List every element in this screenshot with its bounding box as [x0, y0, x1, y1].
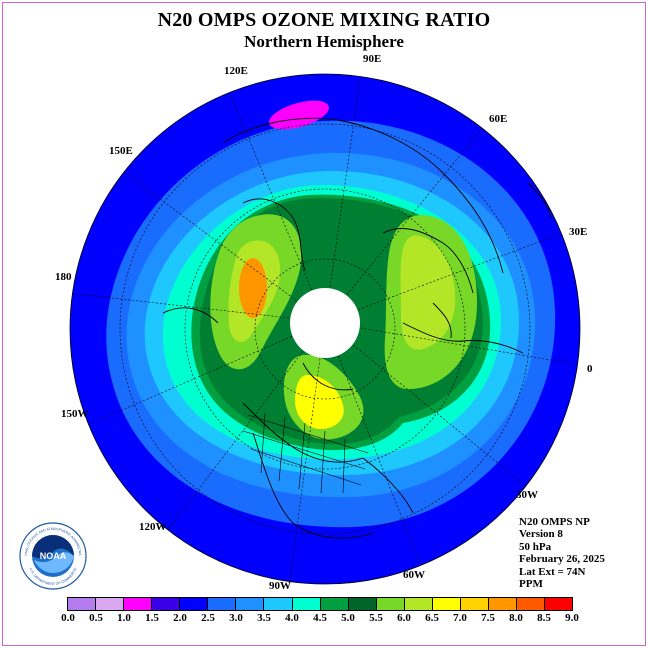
colorbar-swatch: [348, 598, 377, 610]
lon-label-150e: 150E: [109, 145, 133, 157]
colorbar-swatch: [96, 598, 125, 610]
info-lat-ext: Lat Ext = 74N: [519, 565, 586, 578]
colorbar-tick-label: 8.5: [537, 612, 551, 624]
meridian-line: [88, 336, 292, 425]
colorbar-swatch: [517, 598, 546, 610]
colorbar-swatch: [208, 598, 237, 610]
colorbar-tick-label: 5.5: [369, 612, 383, 624]
ozone-core-america: [295, 375, 344, 429]
colorbar-swatch: [460, 598, 489, 610]
coastlines: [162, 117, 552, 539]
lon-label-90w: 90W: [269, 580, 291, 592]
figure-subtitle: Northern Hemisphere: [244, 32, 404, 51]
latitude-circle: [254, 258, 396, 400]
lon-label-120e: 120E: [224, 65, 248, 77]
colorbar-tick-label: 1.0: [117, 612, 131, 624]
info-units: PPM: [519, 578, 543, 591]
colorbar-tick-label: 9.0: [565, 612, 579, 624]
colorbar-tick-label: 0.0: [61, 612, 75, 624]
colorbar-swatch: [488, 598, 517, 610]
meridian-line: [358, 233, 562, 310]
noaa-logo: NOAA NATIONAL OCEANIC AND ATMOSPHERIC AD…: [19, 522, 87, 590]
lon-label-30w: 30W: [516, 489, 538, 501]
latitude-circle: [119, 123, 531, 535]
lon-label-180: 180: [55, 271, 72, 283]
colorbar-tick-label: 7.0: [453, 612, 467, 624]
lon-label-120w: 120W: [139, 521, 167, 533]
latitude-circle: [184, 188, 466, 470]
colorbar-swatch: [152, 598, 181, 610]
colorbar-tick-label: 8.0: [509, 612, 523, 624]
figure-title: N20 OMPS OZONE MIXING RATIO: [157, 9, 491, 31]
colorbar-tick-label: 3.5: [257, 612, 271, 624]
ozone-core-europe: [400, 235, 456, 350]
colorbar-tick-label: 6.0: [397, 612, 411, 624]
polar-map: [69, 73, 581, 585]
colorbar-swatch: [68, 598, 97, 610]
ozone-min-patch: [269, 100, 329, 130]
colorbar-swatch: [404, 598, 433, 610]
meridian-line: [72, 293, 290, 319]
lon-label-30e: 30E: [569, 226, 588, 238]
colorbar-tick-label: 3.0: [229, 612, 243, 624]
ozone-max-asia: [239, 258, 267, 318]
info-level: 50 hPa: [519, 540, 552, 553]
colorbar-tick-label: 4.5: [313, 612, 327, 624]
colorbar-swatch: [124, 598, 153, 610]
colorbar: [67, 597, 573, 611]
colorbar-tick-label: 7.5: [481, 612, 495, 624]
info-date: February 26, 2025: [519, 553, 605, 566]
colorbar-swatch: [180, 598, 209, 610]
colorbar-tick-label: 0.5: [89, 612, 103, 624]
colorbar-tick-label: 1.5: [145, 612, 159, 624]
polar-night-area: [290, 288, 360, 358]
meridian-line: [329, 76, 361, 288]
meridian-line: [289, 358, 321, 582]
map-boundary: [69, 73, 581, 585]
colorbar-tick-label: 5.0: [341, 612, 355, 624]
us-states-grid: [242, 412, 369, 494]
colorbar-tick-label: 2.5: [201, 612, 215, 624]
lon-label-150w: 150W: [61, 408, 89, 420]
meridian-line: [167, 351, 304, 531]
lon-label-90e: 90E: [363, 53, 382, 65]
colorbar-tick-label: 2.0: [173, 612, 187, 624]
info-product: N20 OMPS NP: [519, 516, 590, 528]
colorbar-swatch: [376, 598, 405, 610]
colorbar-tick-label: 4.0: [285, 612, 299, 624]
noaa-logo-text: NOAA: [40, 551, 67, 561]
colorbar-labels: 0.0 0.5 1.0 1.5 2.0 2.5 3.0 3.5 4.0 4.5 5.0 5.5 6.0 6…: [3, 612, 645, 626]
colorbar-swatch: [264, 598, 293, 610]
colorbar-swatch: [292, 598, 321, 610]
lon-label-60e: 60E: [489, 113, 508, 125]
graticule: [72, 76, 578, 582]
meridian-line: [338, 356, 421, 566]
info-version: Version 8: [519, 528, 563, 541]
lon-label-60w: 60W: [403, 569, 425, 581]
product-info: N20 OMPS NP Version 8 50 hPa February 26…: [519, 516, 605, 590]
colorbar-swatch: [236, 598, 265, 610]
colorbar-swatch: [545, 598, 573, 610]
colorbar-tick-label: 6.5: [425, 612, 439, 624]
lon-label-0: 0: [587, 363, 593, 375]
colorbar-swatch: [320, 598, 349, 610]
meridian-line: [353, 344, 527, 487]
colorbar-swatch: [432, 598, 461, 610]
meridian-line: [360, 327, 578, 365]
meridian-line: [229, 92, 312, 290]
